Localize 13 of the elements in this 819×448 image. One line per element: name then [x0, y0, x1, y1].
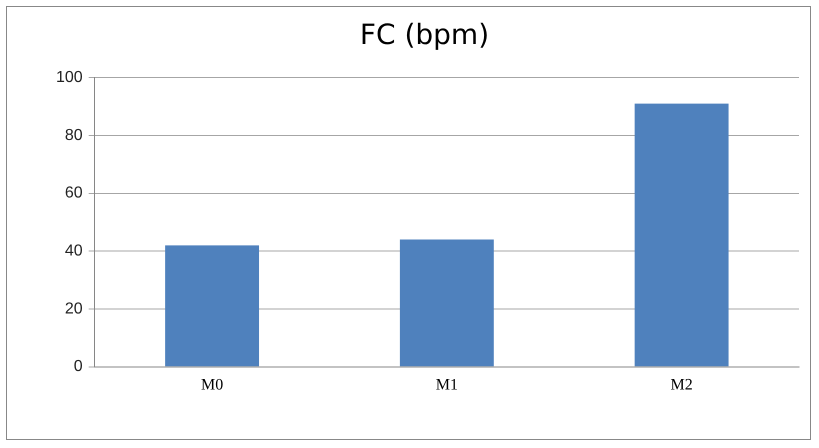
- chart-title: FC (bpm): [360, 18, 490, 52]
- x-tick-label: M0: [200, 376, 224, 394]
- bar: [400, 240, 494, 366]
- bar: [165, 245, 260, 366]
- x-tick-label: M1: [436, 376, 458, 394]
- x-tick-label: M2: [670, 376, 693, 394]
- y-tick-label: 20: [64, 300, 83, 318]
- y-tick-label: 40: [64, 242, 83, 260]
- y-tick-label: 100: [56, 69, 83, 86]
- y-tick-label: 0: [74, 358, 83, 376]
- bar: [634, 104, 729, 366]
- y-tick-label: 80: [64, 126, 83, 144]
- y-tick-label: 60: [64, 184, 83, 202]
